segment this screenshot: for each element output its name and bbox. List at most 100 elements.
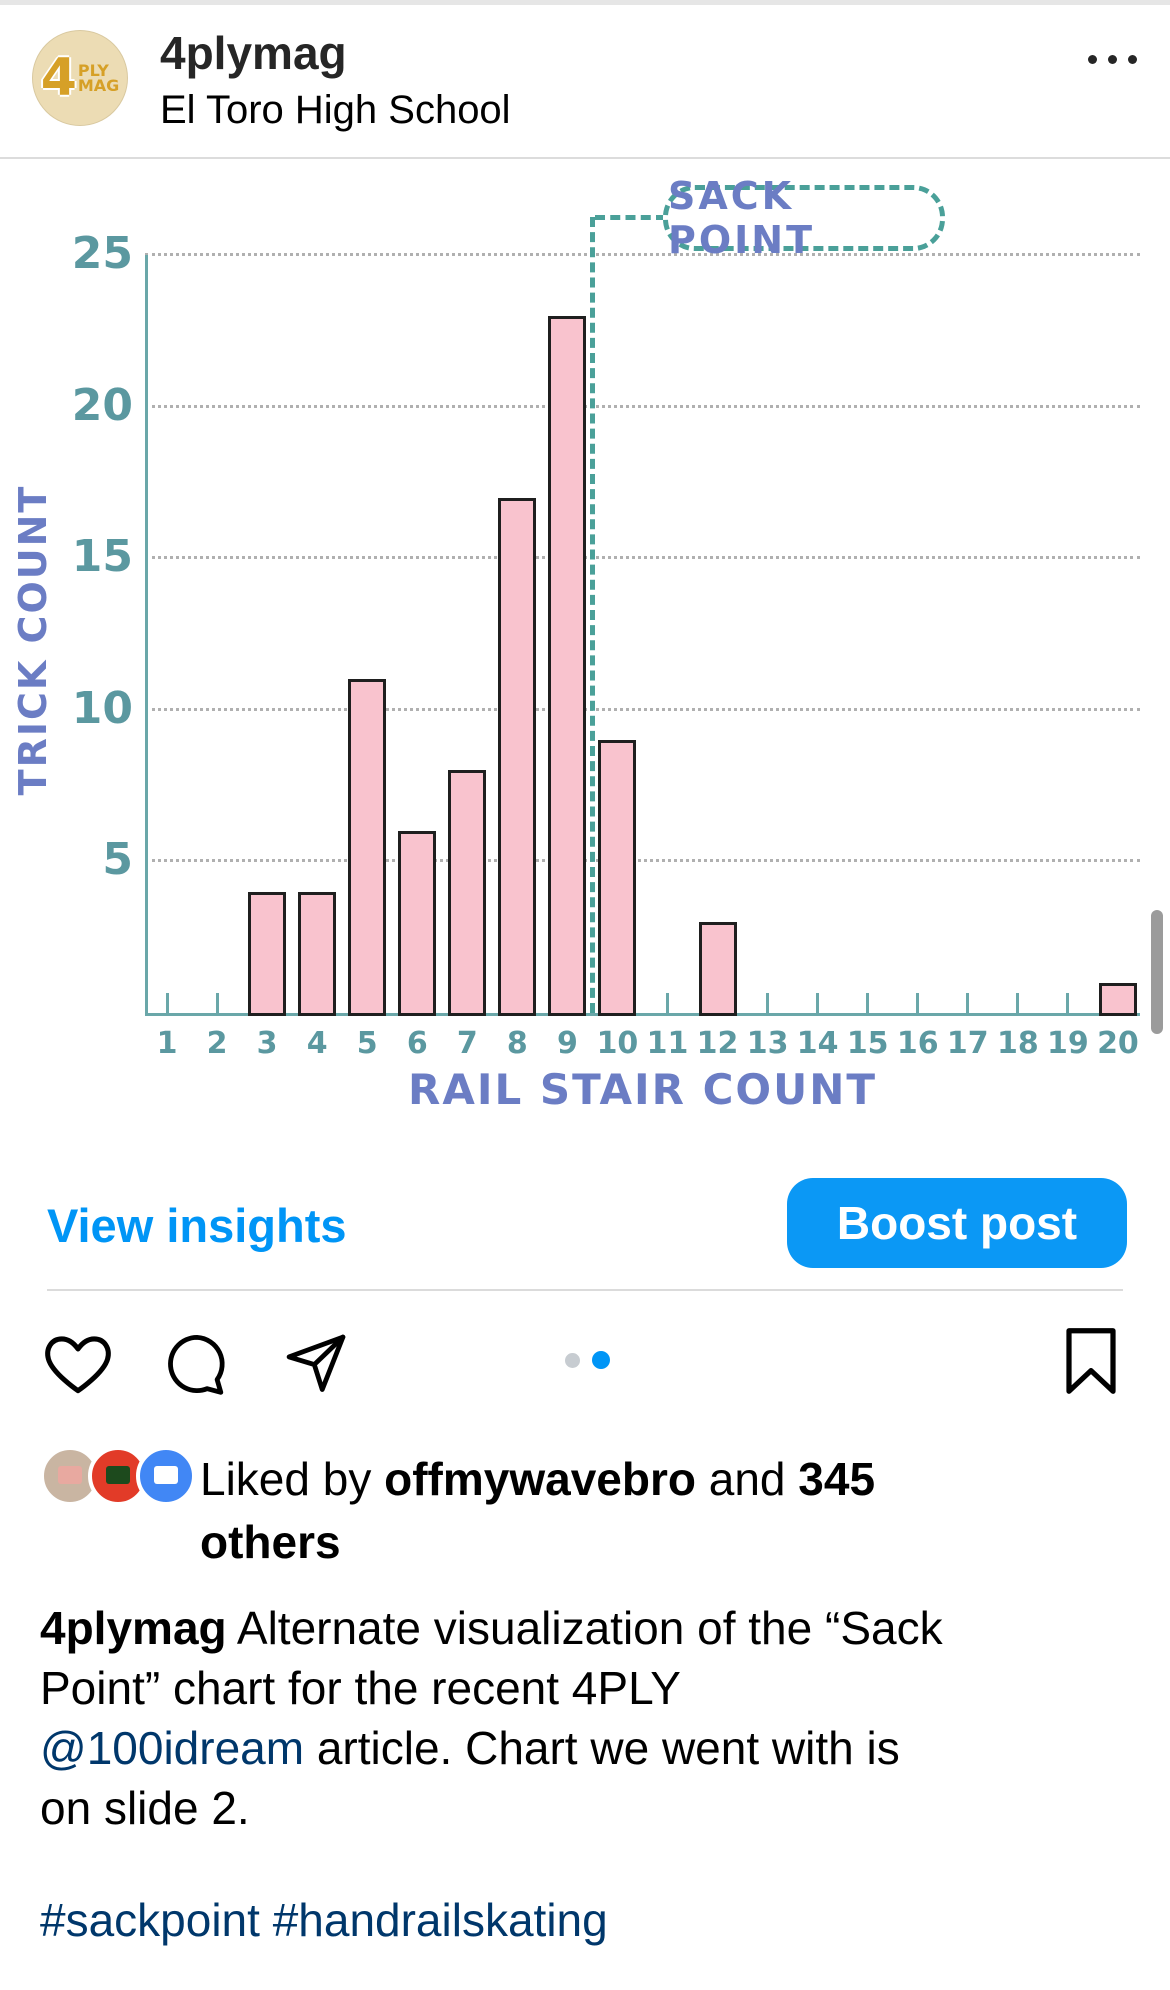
y-tick-label-15: 15 — [71, 531, 133, 583]
y-axis-line — [145, 255, 148, 1016]
hashtag-links[interactable]: #sackpoint #handrailskating — [40, 1894, 608, 1946]
text-link[interactable]: @100idream — [40, 1722, 305, 1774]
x-tick-label-14: 14 — [796, 1026, 839, 1061]
comment-icon[interactable] — [163, 1330, 231, 1398]
x-tick-label-11: 11 — [646, 1026, 689, 1061]
avatar-logo-line1: PLY — [77, 61, 109, 80]
x-tick-2 — [215, 993, 219, 1013]
x-tick-label-10: 10 — [596, 1026, 639, 1061]
profile-avatar[interactable]: 4 PLY MAG — [32, 30, 128, 126]
username[interactable]: 4plymag — [160, 27, 347, 79]
text-segment: 4plymag — [40, 1602, 227, 1654]
gridline-10 — [145, 707, 1140, 711]
bar-stairs-4 — [298, 891, 337, 1016]
post-caption: 4plymag Alternate visualization of the “… — [40, 1598, 1140, 1838]
gridline-25 — [145, 253, 1140, 256]
bar-stairs-5 — [348, 679, 387, 1016]
x-tick-label-17: 17 — [946, 1026, 989, 1061]
x-tick-label-18: 18 — [996, 1026, 1039, 1061]
avatar-logo-text: PLY MAG — [77, 61, 120, 95]
x-axis-title: RAIL STAIR COUNT — [407, 1065, 878, 1114]
x-tick-13 — [766, 993, 770, 1013]
view-insights-link[interactable]: View insights — [47, 1199, 347, 1252]
sack-point-label: SACK POINT — [668, 174, 816, 262]
header-divider — [0, 157, 1170, 159]
x-tick-15 — [866, 993, 870, 1013]
text-segment: 345 — [798, 1453, 876, 1505]
bar-stairs-3 — [248, 891, 287, 1016]
sack-point-label-box: SACK POINT — [663, 174, 945, 262]
x-tick-label-7: 7 — [456, 1026, 478, 1061]
x-tick-1 — [165, 993, 169, 1013]
liked-by-text[interactable]: Liked by offmywavebro and 345 others — [200, 1448, 1130, 1574]
text-segment: article. Chart we went with is — [304, 1722, 900, 1774]
x-tick-16 — [916, 993, 920, 1013]
x-tick-label-12: 12 — [696, 1026, 739, 1061]
liker-avatars[interactable] — [40, 1446, 196, 1506]
x-tick-11 — [666, 993, 669, 1013]
y-tick-label-20: 20 — [71, 379, 133, 431]
x-tick-label-6: 6 — [406, 1026, 428, 1061]
y-tick-label-5: 5 — [102, 834, 133, 886]
x-tick-label-8: 8 — [506, 1026, 528, 1061]
text-segment: Liked by — [200, 1453, 385, 1505]
bar-stairs-10 — [598, 740, 637, 1016]
liker-avatar-3-detail — [154, 1466, 178, 1484]
text-segment: offmywavebro — [384, 1453, 696, 1505]
sack-point-bar-chart: 5 10 15 20 25 1 2 3 4 5 6 7 8 9 10 11 12 13 14 15 16 17 18 19 20… — [0, 160, 1170, 1175]
x-tick-17 — [966, 993, 970, 1013]
y-tick-label-10: 10 — [71, 682, 133, 734]
bar-stairs-12 — [698, 922, 737, 1016]
gridline-15 — [145, 556, 1140, 560]
save-bookmark-icon[interactable] — [1058, 1326, 1124, 1396]
bar-stairs-9 — [548, 315, 587, 1016]
carousel-dot[interactable] — [565, 1353, 580, 1368]
liked-by-line-1: Liked by offmywavebro and 345 — [200, 1448, 1130, 1511]
caption-line-3: @100idream article. Chart we went with i… — [40, 1718, 1140, 1778]
y-axis-title: TRICK COUNT — [11, 484, 55, 796]
x-tick-label-20: 20 — [1097, 1026, 1139, 1061]
dot — [1108, 54, 1117, 64]
text-segment: Point” chart for the recent 4PLY — [40, 1662, 681, 1714]
dot — [1128, 54, 1137, 64]
scrollbar-thumb[interactable] — [1151, 910, 1163, 1034]
boost-post-button[interactable]: Boost post — [787, 1178, 1127, 1268]
x-tick-label-4: 4 — [306, 1026, 328, 1061]
caption-line-2: Point” chart for the recent 4PLY — [40, 1658, 1140, 1718]
location-tag[interactable]: El Toro High School — [160, 88, 511, 132]
top-edge-strip — [0, 0, 1170, 5]
bar-stairs-6 — [398, 831, 437, 1016]
liker-avatar-1-detail — [58, 1466, 82, 1484]
avatar-logo-line2: MAG — [77, 76, 120, 95]
bar-stairs-8 — [498, 497, 537, 1016]
section-divider — [47, 1289, 1123, 1291]
x-tick-label-16: 16 — [896, 1026, 939, 1061]
caption-line-4: on slide 2. — [40, 1778, 1140, 1838]
liked-by-line-2: others — [200, 1511, 1130, 1574]
liker-avatar-3 — [136, 1446, 196, 1506]
more-options-icon[interactable] — [1088, 44, 1152, 74]
x-tick-label-9: 9 — [556, 1026, 578, 1061]
bar-stairs-20 — [1098, 982, 1137, 1016]
text-segment: Alternate visualization of the “Sack — [226, 1602, 943, 1654]
x-tick-18 — [1016, 993, 1020, 1013]
x-tick-label-13: 13 — [746, 1026, 789, 1061]
y-tick-label-25: 25 — [71, 228, 133, 279]
text-segment: others — [200, 1516, 341, 1568]
x-tick-14 — [816, 993, 820, 1013]
bar-stairs-7 — [448, 770, 487, 1016]
gridline-5 — [145, 859, 1140, 863]
x-tick-label-1: 1 — [156, 1026, 178, 1061]
x-axis-line — [145, 1013, 1140, 1016]
x-tick-label-3: 3 — [256, 1026, 278, 1061]
x-tick-label-2: 2 — [206, 1026, 228, 1061]
gridline-20 — [145, 404, 1140, 408]
share-plane-icon[interactable] — [282, 1330, 350, 1398]
like-heart-icon[interactable] — [42, 1328, 114, 1396]
x-tick-label-19: 19 — [1047, 1026, 1089, 1061]
dot — [1088, 54, 1097, 64]
x-tick-label-5: 5 — [356, 1026, 378, 1061]
caption-line-1: 4plymag Alternate visualization of the “… — [40, 1598, 1140, 1658]
carousel-dot-active[interactable] — [592, 1351, 610, 1369]
